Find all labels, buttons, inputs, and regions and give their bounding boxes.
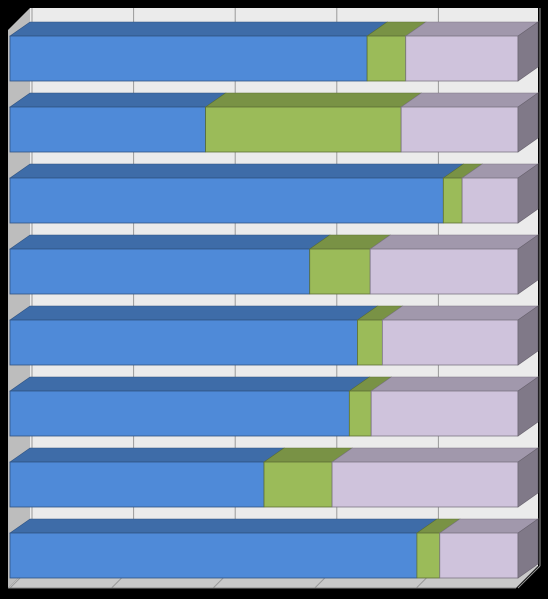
bar-top-face: [9, 376, 371, 392]
bar-top-face: [331, 447, 539, 463]
bar-top-face: [9, 234, 331, 250]
bar-side-face: [517, 234, 539, 295]
bar-segment-series-3: [370, 376, 539, 437]
bar-front-face: [309, 248, 371, 295]
bar-segment-series-2: [356, 305, 404, 366]
bar-front-face: [348, 390, 372, 437]
bar-segment-series-3: [438, 518, 539, 579]
bar-row: [9, 305, 539, 366]
bar-side-face: [517, 92, 539, 153]
bar-front-face: [381, 319, 519, 366]
bar-top-face: [9, 92, 227, 108]
bar-segment-series-1: [9, 447, 285, 508]
bar-top-face: [404, 21, 539, 37]
floor-gridline: [517, 565, 541, 589]
bar-segment-series-2: [308, 234, 392, 295]
bar-top-face: [381, 305, 539, 321]
bar-front-face: [205, 106, 402, 153]
bar-front-face: [9, 532, 418, 579]
bar-front-face: [9, 461, 265, 508]
bar-side-face: [517, 163, 539, 224]
bar-front-face: [400, 106, 519, 153]
bar-top-face: [9, 21, 389, 37]
bar-front-face: [357, 319, 383, 366]
bar-front-face: [9, 106, 206, 153]
bar-side-face: [517, 518, 539, 579]
bar-row: [9, 447, 539, 508]
bar-segment-series-2: [442, 163, 484, 224]
bar-segment-series-1: [9, 92, 227, 153]
bar-side-face: [517, 376, 539, 437]
bar-front-face: [366, 35, 407, 82]
bar-segment-series-1: [9, 163, 465, 224]
bar-front-face: [9, 35, 368, 82]
bar-front-face: [331, 461, 519, 508]
bar-front-face: [370, 390, 519, 437]
bar-side-face: [517, 305, 539, 366]
bar-segment-series-2: [366, 21, 427, 82]
bar-segment-series-3: [400, 92, 539, 153]
bar-top-face: [9, 518, 438, 534]
bar-segment-series-1: [9, 21, 389, 82]
bar-segment-series-1: [9, 234, 331, 295]
side-wall: [8, 8, 30, 588]
bar-row: [9, 518, 539, 579]
bar-front-face: [369, 248, 519, 295]
bar-segment-series-1: [9, 518, 438, 579]
bar-top-face: [204, 92, 423, 108]
bar-front-face: [9, 177, 444, 224]
bar-front-face: [9, 319, 358, 366]
bar-segment-series-3: [461, 163, 539, 224]
bar-segment-series-3: [369, 234, 539, 295]
bar-row: [9, 21, 539, 82]
bar-front-face: [442, 177, 463, 224]
bar-side-face: [517, 447, 539, 508]
bar-segment-series-3: [331, 447, 539, 508]
bar-top-face: [400, 92, 539, 108]
bar-row: [9, 234, 539, 295]
bar-top-face: [369, 234, 539, 250]
bar-segment-series-3: [381, 305, 539, 366]
bar-segment-series-1: [9, 305, 379, 366]
bar-top-face: [370, 376, 539, 392]
bar-segment-series-3: [404, 21, 539, 82]
bars: [9, 21, 539, 579]
bar-row: [9, 376, 539, 437]
bar-top-face: [9, 163, 465, 179]
bar-top-face: [9, 447, 285, 463]
bar-side-face: [517, 21, 539, 82]
bar-front-face: [9, 248, 311, 295]
bar-front-face: [9, 390, 350, 437]
bar-front-face: [405, 35, 519, 82]
bar-row: [9, 163, 539, 224]
bar-top-face: [9, 305, 379, 321]
bar-front-face: [263, 461, 333, 508]
bar-front-face: [461, 177, 519, 224]
bar-front-face: [416, 532, 441, 579]
bar-row: [9, 92, 539, 153]
bar-segment-series-2: [204, 92, 423, 153]
bar-front-face: [439, 532, 519, 579]
bar-segment-series-1: [9, 376, 371, 437]
